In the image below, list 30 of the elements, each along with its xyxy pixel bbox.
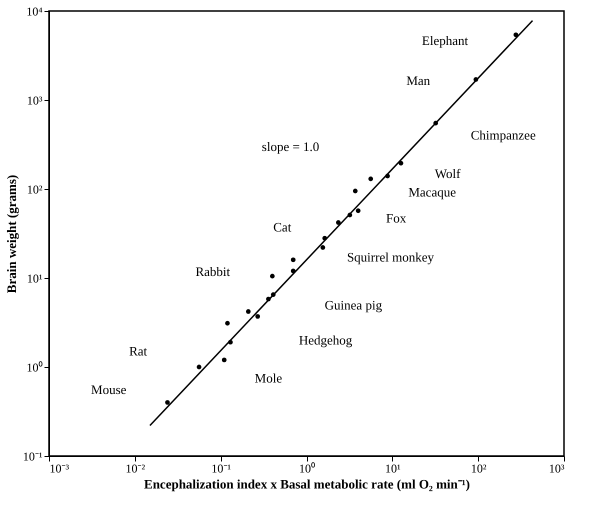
y-tick-label: 10⁻¹: [22, 450, 43, 464]
annotation: Hedgehog: [298, 332, 353, 348]
y-tick-label: 10⁴: [26, 4, 42, 18]
y-tick-label: 10²: [26, 182, 43, 196]
x-tick-label: 10²: [470, 462, 487, 476]
x-axis-title: Encephalization index x Basal metabolic rate (ml O₂ min⁻¹): [144, 476, 470, 492]
annotation: Rat: [129, 343, 148, 358]
y-tick-label: 10³: [26, 94, 43, 108]
annotation: Wolf: [434, 166, 462, 181]
annotation: Man: [406, 72, 431, 88]
x-tick-label: 10⁻²: [126, 462, 146, 476]
y-tick-label: 10¹: [26, 272, 43, 286]
y-tick-label: 10⁰: [26, 360, 42, 374]
annotation: Elephant: [422, 32, 469, 48]
annotation: Chimpanzee: [470, 128, 536, 143]
annotation: Fox: [386, 210, 407, 226]
annotation: Mole: [254, 370, 282, 386]
annotation: Cat: [273, 219, 292, 234]
annotation: Guinea pig: [324, 298, 383, 313]
x-tick-label: 10¹: [385, 462, 402, 476]
x-tick-label: 10⁻¹: [211, 462, 232, 476]
x-tick-label: 10⁻³: [50, 462, 70, 476]
annotation: Squirrel monkey: [346, 250, 434, 265]
x-tick-label: 10⁰: [299, 462, 315, 476]
annotation: slope = 1.0: [262, 139, 320, 154]
annotation: Macaque: [408, 184, 456, 200]
x-tick-label: 10³: [548, 462, 565, 476]
y-axis-title: Brain weight (grams): [4, 174, 19, 294]
annotation: Rabbit: [195, 264, 230, 279]
annotation: Mouse: [91, 382, 127, 398]
